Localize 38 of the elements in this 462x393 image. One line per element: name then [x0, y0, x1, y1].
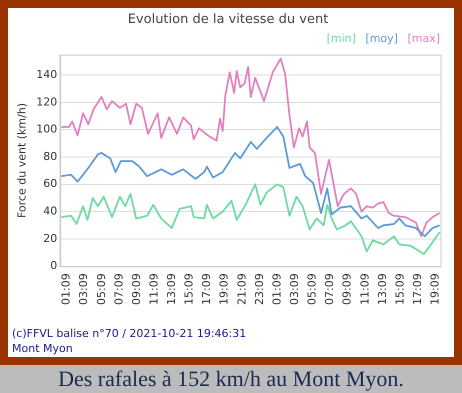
text: Des rafales à 152 km/h au Mont Myon.	[57, 365, 405, 393]
x-tick-label: 17:09	[200, 273, 214, 306]
y-tick-label: 140	[36, 68, 58, 81]
text: (c)FFVL balise n°70 / 2021-10-21 19:46:31	[12, 326, 248, 341]
y-tick-label: 80	[43, 150, 58, 163]
x-tick-label: 19:09	[218, 273, 231, 306]
x-tick-label: 07:09	[323, 273, 336, 306]
y-tick-label: 20	[43, 232, 58, 245]
y-tick-label: 40	[43, 204, 58, 218]
x-tick-label: 11:09	[358, 273, 372, 306]
text: [min]	[326, 32, 356, 45]
x-tick-label: 11:09	[147, 273, 160, 306]
x-tick-label: 15:09	[182, 273, 196, 306]
y-tick-label: 100	[36, 122, 58, 136]
y-tick-label: 60	[43, 177, 58, 190]
y-tick-label: 0	[50, 259, 58, 272]
x-tick-label: 15:09	[393, 273, 406, 306]
text: [max]	[407, 32, 440, 45]
x-tick-label: 07:09	[112, 273, 126, 306]
x-tick-label: 09:09	[130, 273, 143, 306]
x-tick-label: 17:09	[410, 273, 424, 306]
chart-title: Evolution de la vitesse du vent	[128, 12, 328, 28]
y-axis-title: Force du vent (km/h)	[15, 102, 28, 218]
x-tick-label: 01:09	[270, 273, 284, 306]
x-tick-label: 19:09	[428, 273, 442, 306]
x-tick-label: 03:09	[77, 273, 90, 306]
x-tick-label: 05:09	[306, 273, 319, 306]
y-tick-label: 120	[36, 95, 58, 108]
x-tick-label: 09:09	[340, 273, 354, 306]
x-tick-label: 13:09	[376, 273, 389, 306]
x-tick-label: 21:09	[235, 273, 248, 306]
x-tick-label: 05:09	[94, 273, 108, 306]
x-tick-label: 23:09	[252, 273, 266, 306]
x-tick-label: 03:09	[288, 273, 302, 306]
x-tick-label: 13:09	[165, 273, 178, 306]
x-tick-label: 01:09	[60, 273, 73, 306]
text: [moy]	[365, 32, 398, 45]
text: Mont Myon	[12, 341, 74, 356]
